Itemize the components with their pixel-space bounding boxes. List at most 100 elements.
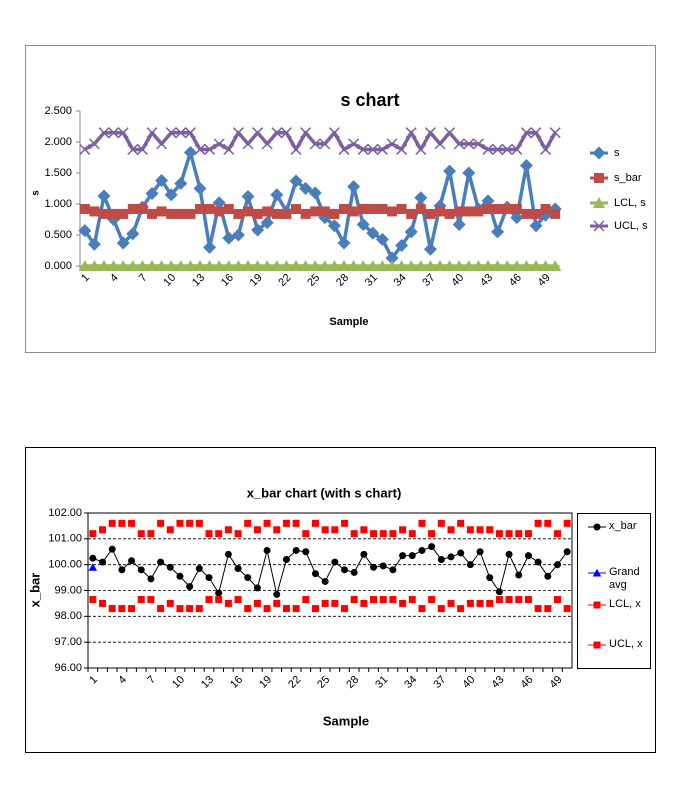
marker [370, 596, 378, 604]
marker [108, 605, 116, 613]
marker [242, 138, 254, 150]
marker [87, 237, 101, 251]
marker [156, 138, 168, 150]
marker [520, 260, 533, 271]
marker [118, 208, 129, 219]
marker [224, 526, 232, 534]
marker [463, 206, 474, 217]
marker [350, 596, 358, 604]
marker [428, 596, 436, 604]
marker [376, 260, 389, 271]
marker [414, 191, 428, 205]
marker [358, 203, 369, 214]
marker [350, 568, 358, 576]
marker [476, 599, 484, 607]
marker [224, 599, 232, 607]
marker [253, 584, 261, 592]
marker [205, 596, 213, 604]
marker [337, 236, 351, 250]
marker [263, 519, 271, 527]
marker [437, 519, 445, 527]
marker [501, 260, 514, 271]
marker [396, 203, 407, 214]
marker [273, 590, 281, 598]
marker [357, 260, 370, 271]
legend-label: UCL, s [614, 220, 648, 232]
marker [495, 530, 503, 538]
marker [331, 558, 339, 566]
marker [472, 138, 484, 150]
marker [593, 220, 605, 232]
marker [423, 242, 437, 256]
marker [389, 566, 397, 574]
marker [593, 641, 601, 649]
marker [356, 217, 370, 231]
marker [447, 553, 455, 561]
marker [376, 143, 388, 155]
y-tick-label: 101.00 [48, 533, 82, 545]
marker [99, 526, 107, 534]
marker [453, 138, 465, 150]
y-tick-label: 2.500 [44, 105, 72, 117]
marker [78, 224, 92, 238]
x-axis-label: Sample [329, 316, 368, 328]
marker [261, 260, 274, 271]
marker [147, 530, 155, 538]
marker [273, 526, 281, 534]
marker [540, 143, 552, 155]
marker [531, 208, 541, 219]
marker [195, 203, 205, 214]
marker [387, 206, 397, 217]
marker [282, 519, 290, 527]
marker [593, 197, 605, 208]
marker [519, 159, 533, 173]
marker [223, 203, 234, 214]
marker [263, 546, 271, 554]
marker [215, 589, 223, 597]
marker [224, 550, 232, 558]
y-tick-label: 97.00 [54, 636, 82, 648]
marker [310, 206, 321, 217]
chart-title: s chart [340, 90, 399, 110]
marker [127, 203, 138, 214]
marker [97, 189, 111, 203]
marker [79, 143, 91, 155]
marker [341, 566, 349, 574]
marker [242, 260, 254, 271]
marker [435, 206, 445, 217]
marker [252, 127, 264, 139]
legend-label: s [614, 147, 620, 159]
marker [280, 127, 292, 139]
legend-label: LCL, x [609, 598, 641, 610]
marker [482, 260, 494, 271]
marker [311, 570, 319, 578]
marker [319, 138, 331, 150]
marker [338, 260, 350, 271]
marker [118, 566, 126, 574]
marker [89, 530, 97, 538]
marker [550, 208, 561, 219]
marker [428, 530, 436, 538]
marker [415, 203, 426, 214]
marker [350, 530, 358, 538]
marker [185, 208, 196, 219]
marker [253, 526, 261, 534]
marker [281, 208, 292, 219]
marker [108, 127, 120, 139]
y-axis-label: s [31, 190, 42, 196]
marker [360, 599, 368, 607]
marker [338, 143, 350, 155]
marker [234, 596, 242, 604]
marker [476, 548, 484, 556]
marker [145, 186, 159, 200]
marker [108, 208, 119, 219]
marker [88, 563, 98, 571]
marker [406, 208, 417, 219]
marker [563, 519, 571, 527]
marker [126, 227, 140, 241]
marker [88, 260, 101, 271]
marker [203, 240, 217, 254]
marker [146, 260, 158, 271]
marker [174, 177, 188, 191]
marker [117, 260, 130, 271]
